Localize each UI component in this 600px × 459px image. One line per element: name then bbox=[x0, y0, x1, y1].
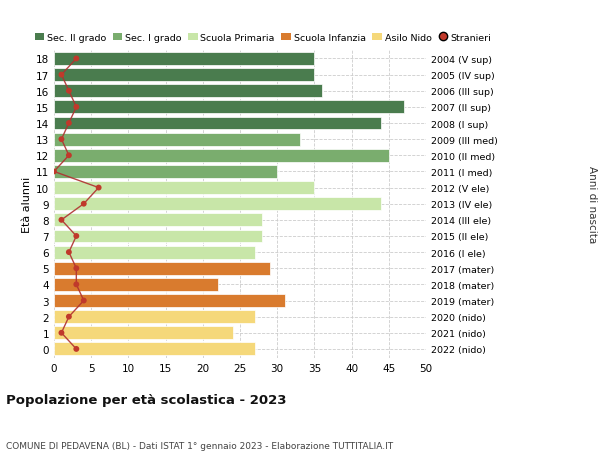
Point bbox=[64, 120, 74, 128]
Bar bbox=[54, 262, 270, 275]
Point bbox=[64, 88, 74, 95]
Bar bbox=[54, 230, 262, 243]
Bar bbox=[54, 69, 314, 82]
Bar bbox=[54, 182, 314, 195]
Bar bbox=[54, 343, 255, 356]
Bar bbox=[54, 150, 389, 162]
Bar bbox=[54, 101, 404, 114]
Point bbox=[56, 136, 66, 144]
Text: Popolazione per età scolastica - 2023: Popolazione per età scolastica - 2023 bbox=[6, 393, 287, 406]
Point bbox=[71, 56, 81, 63]
Bar bbox=[54, 311, 255, 324]
Bar bbox=[54, 294, 284, 308]
Point bbox=[79, 201, 89, 208]
Text: COMUNE DI PEDAVENA (BL) - Dati ISTAT 1° gennaio 2023 - Elaborazione TUTTITALIA.I: COMUNE DI PEDAVENA (BL) - Dati ISTAT 1° … bbox=[6, 441, 393, 450]
Bar bbox=[54, 198, 382, 211]
Point bbox=[56, 72, 66, 79]
Text: Anni di nascita: Anni di nascita bbox=[587, 166, 597, 243]
Bar bbox=[54, 166, 277, 179]
Point bbox=[94, 185, 103, 192]
Bar bbox=[54, 246, 255, 259]
Point bbox=[71, 265, 81, 272]
Point bbox=[71, 104, 81, 112]
Bar bbox=[54, 85, 322, 98]
Point bbox=[71, 233, 81, 240]
Bar bbox=[54, 278, 218, 291]
Bar bbox=[54, 134, 299, 146]
Point bbox=[49, 168, 59, 176]
Point bbox=[56, 217, 66, 224]
Bar bbox=[54, 214, 262, 227]
Bar bbox=[54, 327, 233, 340]
Point bbox=[71, 281, 81, 288]
Bar bbox=[54, 118, 382, 130]
Bar bbox=[54, 53, 314, 66]
Point bbox=[56, 330, 66, 337]
Y-axis label: Età alunni: Età alunni bbox=[22, 176, 32, 232]
Point bbox=[79, 297, 89, 304]
Point bbox=[64, 152, 74, 160]
Point bbox=[64, 313, 74, 321]
Legend: Sec. II grado, Sec. I grado, Scuola Primaria, Scuola Infanzia, Asilo Nido, Stran: Sec. II grado, Sec. I grado, Scuola Prim… bbox=[35, 34, 491, 43]
Point bbox=[64, 249, 74, 256]
Point bbox=[71, 346, 81, 353]
